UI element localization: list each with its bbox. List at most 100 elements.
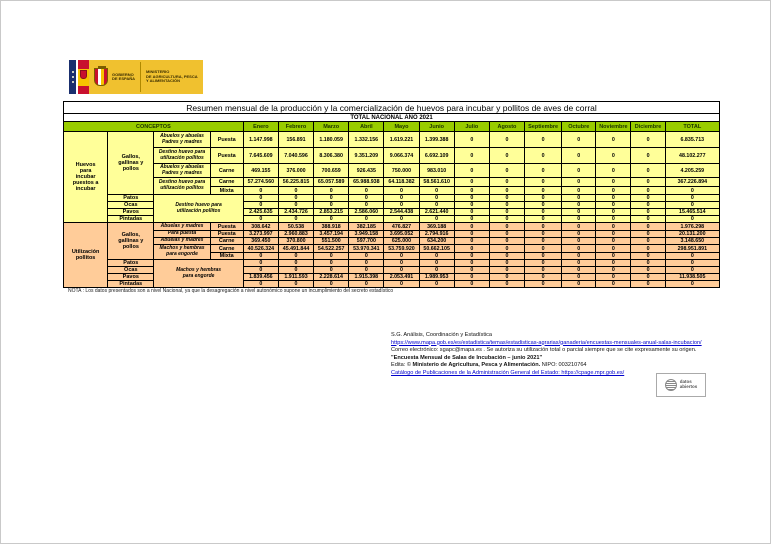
value-cell: 0 (418, 215, 455, 223)
value-cell: 0 (630, 222, 666, 231)
month-header: Julio (453, 121, 490, 132)
total-cell: 6.835.713 (664, 131, 721, 148)
datos-abiertos-logo: datos abiertos (656, 373, 706, 397)
total-cell: 0 (664, 186, 721, 195)
value-cell: 750.000 (383, 163, 420, 178)
value-cell: 9.066.374 (383, 147, 420, 164)
value-cell: 65.057.589 (313, 177, 350, 187)
total-cell: 0 (664, 259, 721, 267)
value-cell: 0 (313, 259, 350, 267)
value-cell: 0 (595, 280, 632, 288)
value-cell: 0 (313, 201, 350, 209)
value-cell: 2.544.438 (383, 208, 420, 216)
value-cell: 0 (242, 266, 279, 274)
total-cell: 48.102.277 (664, 147, 721, 164)
value-cell: 0 (277, 252, 315, 260)
row-desc-label: Abuelos y abuelas Padres y madres (153, 131, 211, 148)
value-cell: 0 (313, 215, 350, 223)
value-cell: 476.827 (383, 222, 420, 231)
value-cell: 0 (277, 266, 315, 274)
value-cell: 0 (418, 194, 455, 202)
value-cell: 0 (348, 194, 385, 202)
value-cell: 50.538 (277, 222, 315, 231)
total-cell: 0 (664, 201, 721, 209)
footer-block: S.G. Análisis, Coordinación y Estadístic… (391, 332, 702, 378)
table-row: Abuelas y madres Carne 369.450 370.800 551.5… (64, 237, 721, 245)
value-cell: 0 (383, 194, 420, 202)
table-row: Ocas 0 0 0 0 0 0 0 0 0 0 0 0 0 (64, 266, 721, 274)
value-cell: 0 (488, 273, 526, 281)
value-cell: 0 (348, 186, 385, 195)
value-cell: 0 (595, 252, 632, 260)
value-cell: 8.306.380 (313, 147, 350, 164)
value-cell: 0 (242, 280, 279, 288)
value-cell: 0 (453, 252, 490, 260)
table-row: Mixta 0 0 0 0 0 0 0 0 0 0 0 0 0 (64, 186, 721, 195)
value-cell: 0 (524, 230, 563, 238)
footer-stats-link[interactable]: https://www.mapa.gob.es/es/estadistica/t… (391, 339, 702, 346)
value-cell: 65.988.938 (348, 177, 385, 187)
value-cell: 1.989.953 (418, 273, 455, 281)
value-cell: 0 (242, 201, 279, 209)
value-cell: 3.457.194 (313, 230, 350, 238)
total-cell: 0 (664, 252, 721, 260)
row-species-label: Ocas (107, 266, 155, 274)
value-cell: 0 (524, 163, 563, 178)
month-header: Junio (418, 121, 455, 132)
value-cell: 0 (348, 201, 385, 209)
table-row: Para puesta Puesta 3.273.997 2.960.883 3.457… (64, 230, 721, 238)
value-cell: 0 (313, 194, 350, 202)
value-cell: 983.010 (418, 163, 455, 178)
value-cell: 0 (595, 208, 632, 216)
value-cell: 64.118.382 (383, 177, 420, 187)
month-header: Noviembre (595, 121, 632, 132)
row-type-label: Mixta (209, 252, 244, 260)
row-species-label: Ocas (107, 201, 155, 209)
value-cell: 0 (277, 215, 315, 223)
value-cell: 0 (595, 201, 632, 209)
globe-icon (664, 379, 677, 391)
value-cell: 0 (313, 280, 350, 288)
value-cell: 0 (630, 194, 666, 202)
value-cell: 376.000 (277, 163, 315, 178)
value-cell: 45.491.844 (277, 244, 315, 253)
value-cell: 0 (595, 237, 632, 245)
value-cell: 0 (488, 177, 526, 187)
table-body: Resumen mensual de la producción y la co… (62, 101, 721, 288)
value-cell: 0 (418, 266, 455, 274)
value-cell: 0 (561, 201, 597, 209)
value-cell: 3.273.997 (242, 230, 279, 238)
value-cell: 0 (630, 252, 666, 260)
value-cell: 0 (595, 215, 632, 223)
value-cell: 0 (277, 280, 315, 288)
value-cell: 0 (488, 259, 526, 267)
value-cell: 6.692.109 (418, 147, 455, 164)
value-cell: 0 (488, 186, 526, 195)
value-cell: 0 (561, 266, 597, 274)
value-cell: 0 (488, 230, 526, 238)
value-cell: 2.228.614 (313, 273, 350, 281)
value-cell: 0 (561, 147, 597, 164)
value-cell: 50.662.105 (418, 244, 455, 253)
value-cell: 0 (630, 177, 666, 187)
value-cell: 0 (561, 244, 597, 253)
gobierno-espana-logo: GOBIERNO DE ESPAÑA MINISTERIO DE AGRICUL… (69, 60, 203, 94)
total-cell: 0 (664, 194, 721, 202)
value-cell: 0 (524, 259, 563, 267)
footer-email-line: Correo electrónico: sgapc@mapa.es . Se a… (391, 347, 697, 354)
value-cell: 2.794.916 (418, 230, 455, 238)
value-cell: 0 (524, 215, 563, 223)
value-cell: 0 (242, 215, 279, 223)
footer-catalogo-link[interactable]: Catálogo de Publicaciones de la Administ… (391, 369, 625, 376)
value-cell: 0 (453, 230, 490, 238)
value-cell: 53.759.920 (383, 244, 420, 253)
value-cell: 0 (453, 280, 490, 288)
row-desc-label: Machos y hembras para engorde (153, 244, 211, 260)
value-cell: 0 (418, 201, 455, 209)
table-row: Patos Destino huevo para utilización poll… (64, 194, 721, 223)
row-desc-label: Abuelas y madres (153, 222, 211, 231)
value-cell: 0 (277, 201, 315, 209)
value-cell: 0 (561, 131, 597, 148)
nota-text: NOTA : Los datos presentados son a nivel… (68, 288, 394, 294)
value-cell: 0 (561, 237, 597, 245)
